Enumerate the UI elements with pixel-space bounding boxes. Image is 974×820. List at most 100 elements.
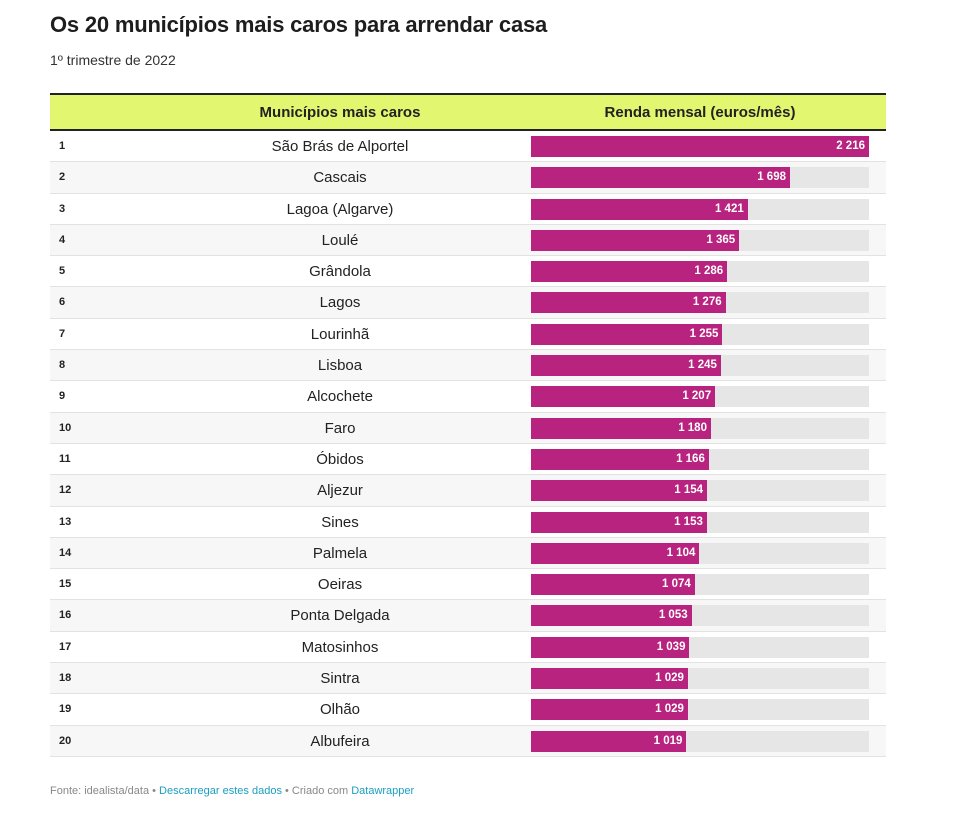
rank-label: 20 <box>59 734 72 747</box>
rank-label: 1 <box>59 140 66 152</box>
footer-separator: • <box>149 785 160 797</box>
rank-label: 8 <box>59 359 66 372</box>
municipality-label: Loulé <box>321 231 359 249</box>
bar: 1 255 <box>531 323 723 345</box>
bar: 2 216 <box>531 136 869 157</box>
municipality-label: São Brás de Alportel <box>271 138 409 155</box>
bar-value-label: 1 365 <box>706 233 736 246</box>
rank-label: 15 <box>59 578 72 591</box>
bar-value-label: 1 053 <box>658 609 688 622</box>
bar: 1 053 <box>531 605 692 627</box>
table-row: 17 Matosinhos 1 039 <box>50 632 886 664</box>
table-row: 14 Palmela 1 104 <box>50 537 886 570</box>
bar-value-label: 1 698 <box>757 171 786 184</box>
bar-value-label: 1 286 <box>694 265 724 278</box>
ranking-table: Municípios mais caros Renda mensal (euro… <box>50 93 886 757</box>
bar-value-label: 1 154 <box>674 484 704 497</box>
bar-value-label: 1 153 <box>674 515 703 528</box>
rank-label: 17 <box>59 640 72 653</box>
bar-track: 1 053 <box>531 605 869 627</box>
bar-track: 1 166 <box>531 448 869 470</box>
chart-title: Os 20 municípios mais caros para arrenda… <box>50 12 548 37</box>
bar-value-label: 2 216 <box>836 140 865 152</box>
municipality-label: Alcochete <box>307 388 373 406</box>
table-row: 11 Óbidos 1 166 <box>50 444 886 476</box>
bar-track: 1 365 <box>531 229 869 251</box>
table-row: 18 Sintra 1 029 <box>50 663 886 695</box>
table-row: 3 Lagoa (Algarve) 1 421 <box>50 194 886 225</box>
municipality-label: Palmela <box>312 544 368 562</box>
bar: 1 029 <box>531 668 688 690</box>
bar: 1 166 <box>531 448 709 470</box>
municipality-label: Oeiras <box>317 576 363 594</box>
bar-track: 2 216 <box>531 136 869 157</box>
rank-label: 10 <box>59 421 72 434</box>
table-header: Municípios mais caros Renda mensal (euro… <box>50 93 886 131</box>
bar: 1 276 <box>531 292 726 314</box>
bar-track: 1 153 <box>531 511 869 533</box>
table-row: 13 Sines 1 153 <box>50 507 886 538</box>
table-row: 20 Albufeira 1 019 <box>50 725 886 757</box>
municipality-label: Faro <box>324 419 356 437</box>
bar: 1 698 <box>531 167 790 189</box>
bar: 1 207 <box>531 386 716 408</box>
bar-value-label: 1 421 <box>714 202 744 215</box>
bar-track: 1 074 <box>531 574 869 596</box>
municipality-label: Matosinhos <box>301 638 379 656</box>
bar: 1 074 <box>531 574 695 596</box>
municipality-label: Aljezur <box>317 482 363 500</box>
municipality-label: Lourinhã <box>310 325 370 343</box>
column-header-municipality[interactable]: Municípios mais caros <box>259 104 421 121</box>
table-body: 1 São Brás de Alportel 2 216 2 Cascais 1 698 3… <box>50 131 886 757</box>
bar-track: 1 029 <box>531 699 869 721</box>
bar-track: 1 245 <box>531 355 869 377</box>
bar-value-label: 1 276 <box>692 296 722 309</box>
rank-label: 16 <box>59 609 72 622</box>
rank-label: 4 <box>59 233 66 246</box>
bar: 1 154 <box>531 480 708 502</box>
municipality-label: Albufeira <box>310 732 370 750</box>
datawrapper-link[interactable]: Datawrapper <box>351 785 415 797</box>
rank-label: 9 <box>59 390 66 403</box>
table-row: 6 Lagos 1 276 <box>50 287 886 319</box>
bar-track: 1 154 <box>531 480 869 502</box>
bar-track: 1 286 <box>531 261 869 283</box>
table-row: 16 Ponta Delgada 1 053 <box>50 600 886 632</box>
table-row: 4 Loulé 1 365 <box>50 224 886 257</box>
bar-value-label: 1 207 <box>682 390 712 403</box>
rank-label: 12 <box>59 484 72 497</box>
bar-track: 1 180 <box>531 417 869 439</box>
table-row: 1 São Brás de Alportel 2 216 <box>50 131 886 163</box>
table-row: 9 Alcochete 1 207 <box>50 381 886 413</box>
rank-label: 14 <box>59 546 72 559</box>
rank-label: 19 <box>59 703 72 716</box>
table-row: 10 Faro 1 180 <box>50 412 886 444</box>
municipality-label: Lagoa (Algarve) <box>286 200 394 218</box>
table-row: 8 Lisboa 1 245 <box>50 350 886 382</box>
footer: Fonte: idealista/data • Descarregar este… <box>50 785 414 797</box>
table-row: 12 Aljezur 1 154 <box>50 475 886 507</box>
municipality-label: Lisboa <box>317 357 363 375</box>
bar: 1 245 <box>531 355 721 377</box>
rank-label: 5 <box>59 265 66 278</box>
bar-value-label: 1 255 <box>689 327 719 340</box>
bar: 1 365 <box>531 229 740 251</box>
bar-track: 1 276 <box>531 292 869 314</box>
rank-label: 2 <box>59 171 66 184</box>
bar-track: 1 255 <box>531 323 869 345</box>
bar-value-label: 1 166 <box>676 452 705 465</box>
download-data-link[interactable]: Descarregar estes dados <box>159 785 282 797</box>
bar-value-label: 1 029 <box>655 672 684 685</box>
source-note: Fonte: idealista/data <box>50 785 150 797</box>
bar: 1 180 <box>531 417 711 439</box>
rank-label: 3 <box>59 202 66 215</box>
bar-value-label: 1 074 <box>662 578 691 591</box>
column-header-rent[interactable]: Renda mensal (euros/mês) <box>604 104 796 121</box>
rank-label: 11 <box>59 452 71 465</box>
bar: 1 153 <box>531 511 707 533</box>
bar-track: 1 421 <box>531 198 869 220</box>
rank-label: 7 <box>59 327 66 340</box>
created-with-text: • Criado com <box>281 785 352 797</box>
bar-track: 1 039 <box>531 636 869 658</box>
table-row: 7 Lourinhã 1 255 <box>50 319 886 351</box>
